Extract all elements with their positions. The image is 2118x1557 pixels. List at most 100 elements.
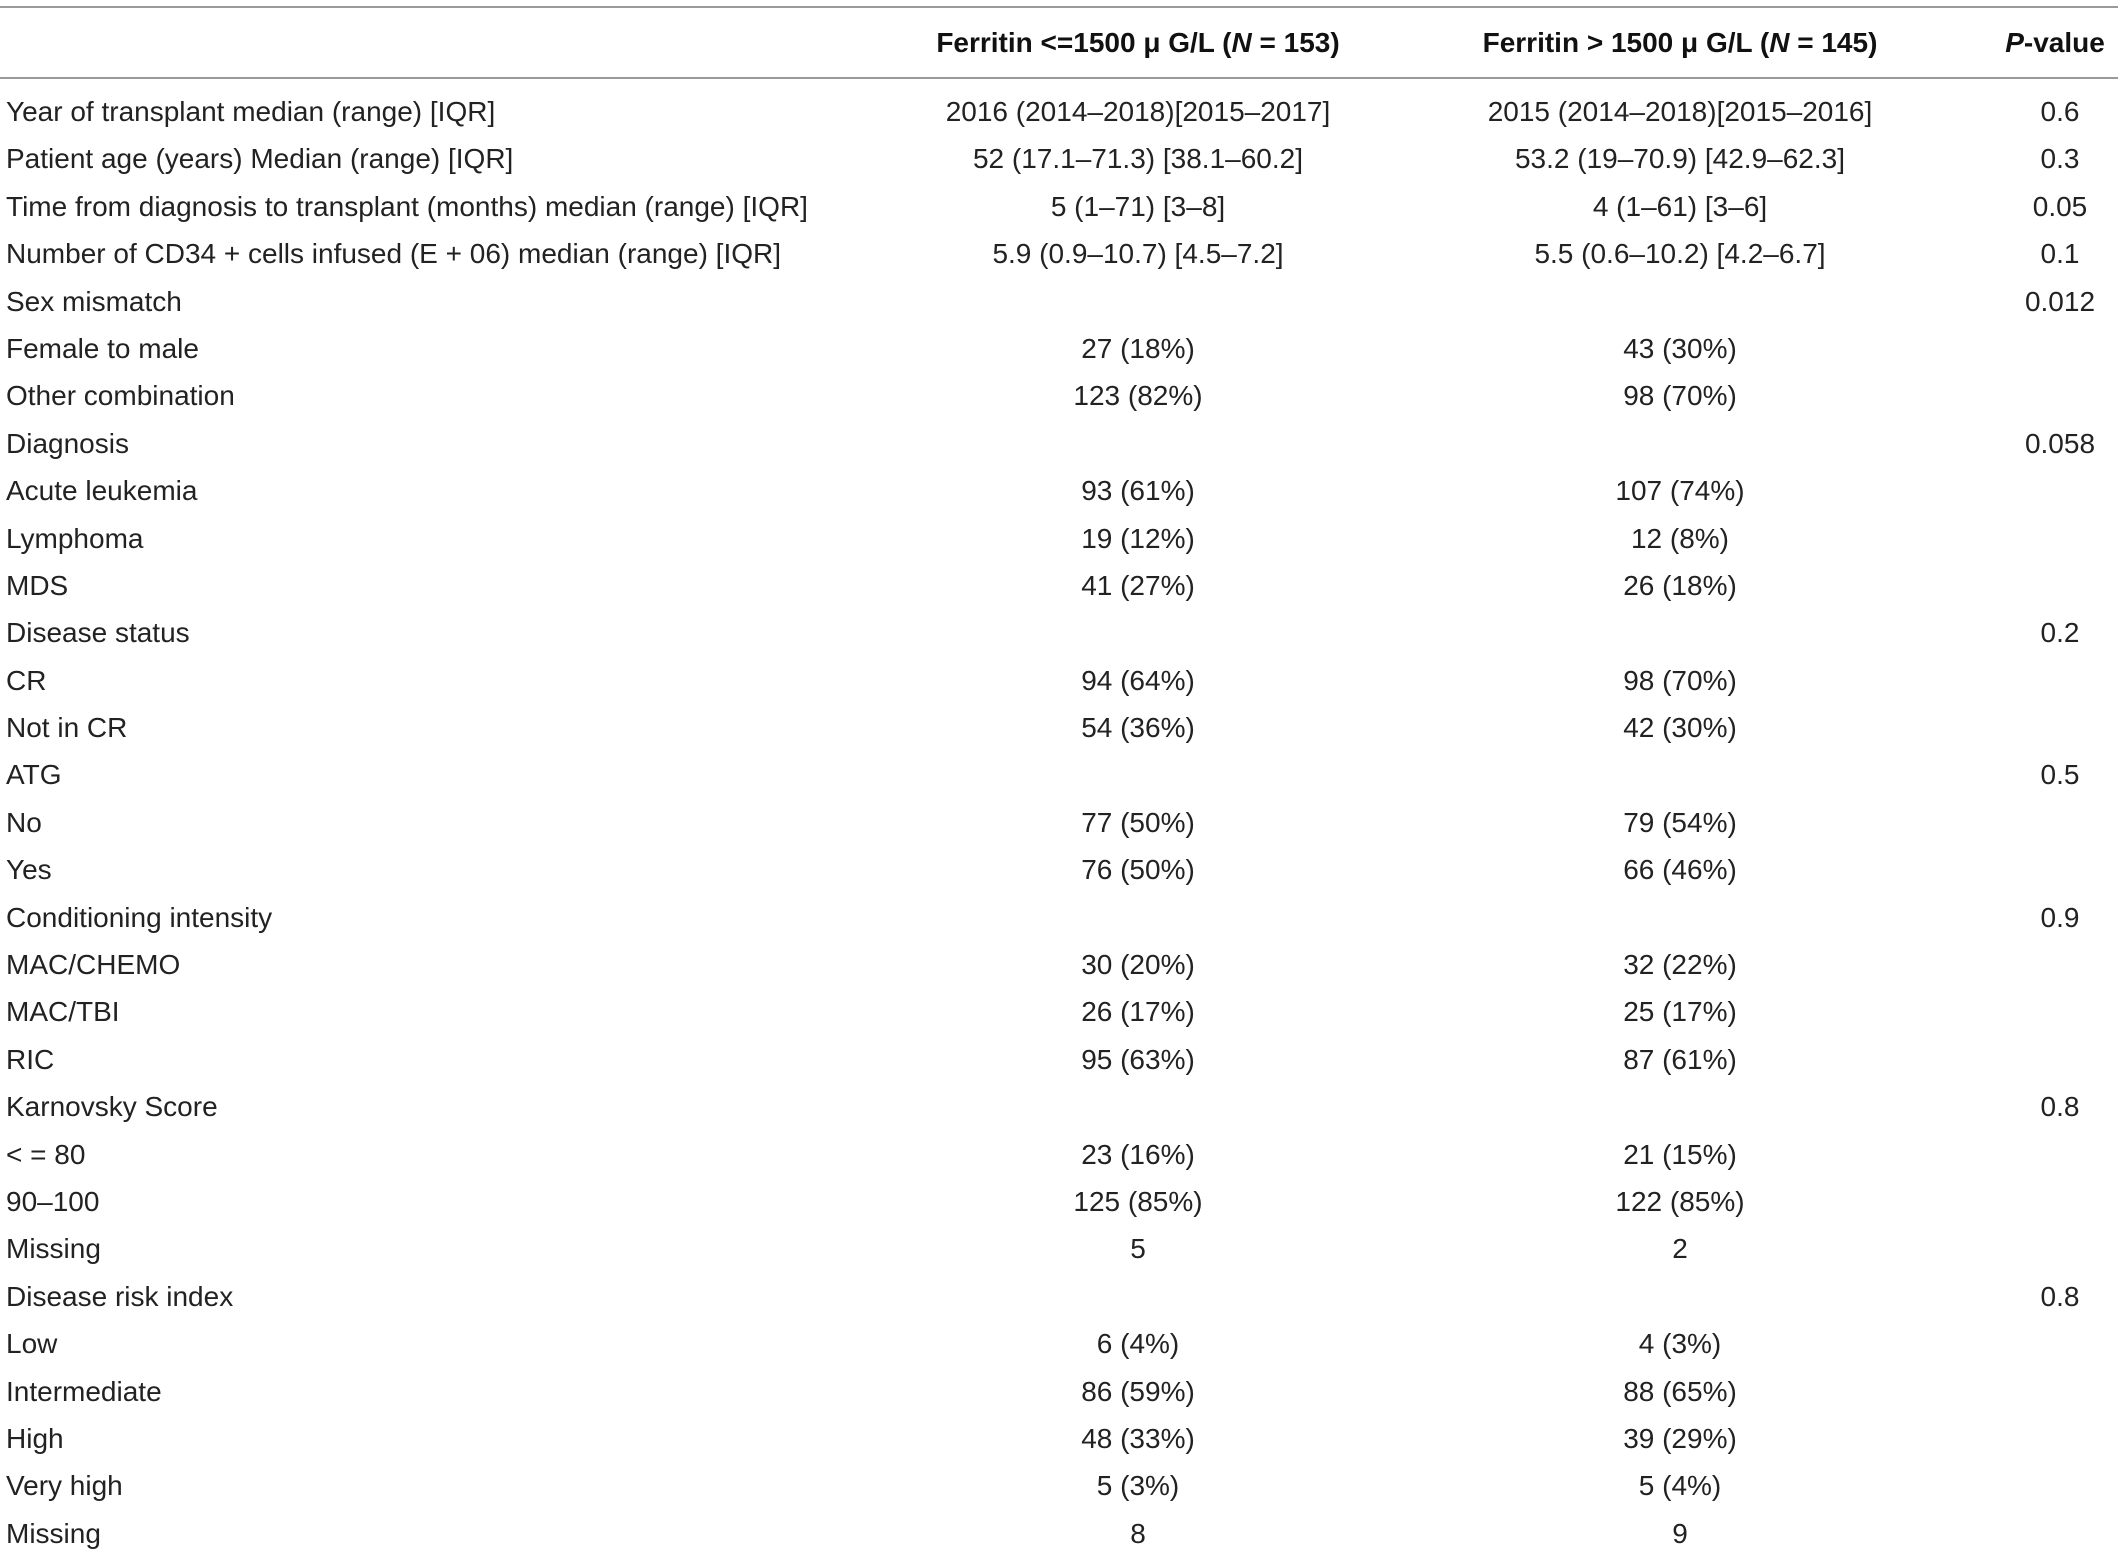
row-ferritin-high-value: 88 (65%) xyxy=(1623,1375,1737,1407)
row-ferritin-high-value: 42 (30%) xyxy=(1623,712,1737,744)
row-ferritin-low-value: 5 xyxy=(1130,1233,1146,1265)
table-header-row: Ferritin <=1500 μ G/L (N = 153) Ferritin… xyxy=(0,8,2118,77)
table-row: 90–100 125 (85%) 122 (85%) xyxy=(0,1178,2118,1225)
table-row: MAC/CHEMO 30 (20%) 32 (22%) xyxy=(0,941,2118,988)
row-ferritin-low-value: 5.9 (0.9–10.7) [4.5–7.2] xyxy=(992,238,1284,270)
row-ferritin-high-value: 122 (85%) xyxy=(1615,1185,1745,1217)
row-ferritin-high-value: 66 (46%) xyxy=(1623,854,1737,886)
row-p-value: 0.3 xyxy=(2040,143,2080,175)
row-p-value: 0.8 xyxy=(2040,1091,2080,1123)
row-label: Time from diagnosis to transplant (month… xyxy=(6,190,808,222)
row-ferritin-low-value: 76 (50%) xyxy=(1081,854,1195,886)
row-label: Other combination xyxy=(6,380,235,412)
row-ferritin-high-value: 26 (18%) xyxy=(1623,569,1737,601)
row-ferritin-low-value: 52 (17.1–71.3) [38.1–60.2] xyxy=(972,143,1304,175)
row-ferritin-low-value: 19 (12%) xyxy=(1081,522,1195,554)
table-row: Patient age (years) Median (range) [IQR]… xyxy=(0,135,2118,182)
table-row: RIC 95 (63%) 87 (61%) xyxy=(0,1036,2118,1083)
row-ferritin-high-value: 5.5 (0.6–10.2) [4.2–6.7] xyxy=(1534,238,1826,270)
row-p-value: 0.6 xyxy=(2040,96,2080,127)
row-label: < = 80 xyxy=(6,1138,86,1170)
row-label: Lymphoma xyxy=(6,522,144,554)
row-ferritin-low-value: 27 (18%) xyxy=(1081,332,1195,364)
table-row: Acute leukemia 93 (61%) 107 (74%) xyxy=(0,467,2118,514)
header-ferritin-low-suffix: = 153) xyxy=(1251,27,1340,58)
table-row: Disease risk index 0.8 xyxy=(0,1273,2118,1320)
row-ferritin-high-value: 4 (3%) xyxy=(1638,1328,1722,1360)
row-label: 90–100 xyxy=(6,1185,100,1217)
table-row: Missing 5 2 xyxy=(0,1225,2118,1272)
row-ferritin-high-value: 2 xyxy=(1672,1233,1688,1265)
row-ferritin-low-value: 93 (61%) xyxy=(1081,475,1195,507)
table-row: Yes 76 (50%) 66 (46%) xyxy=(0,846,2118,893)
row-ferritin-high-value: 9 xyxy=(1672,1517,1688,1549)
row-p-value: 0.5 xyxy=(2040,759,2080,791)
table-row: Very high 5 (3%) 5 (4%) xyxy=(0,1462,2118,1509)
header-ferritin-high: Ferritin > 1500 μ G/L (N = 145) xyxy=(1410,8,1950,77)
row-label: Conditioning intensity xyxy=(6,901,273,933)
row-ferritin-low-value: 95 (63%) xyxy=(1081,1043,1195,1075)
row-label: Missing xyxy=(6,1517,101,1549)
row-ferritin-low-value: 48 (33%) xyxy=(1081,1422,1195,1454)
row-ferritin-low-value: 30 (20%) xyxy=(1081,949,1195,981)
row-ferritin-low-value: 2016 (2014–2018)[2015–2017] xyxy=(945,96,1331,127)
table-top-rule xyxy=(0,6,2118,8)
row-ferritin-high-value: 25 (17%) xyxy=(1623,996,1737,1028)
row-label: Not in CR xyxy=(6,712,128,744)
header-ferritin-low-n: N xyxy=(1231,27,1252,58)
row-label: MAC/TBI xyxy=(6,996,120,1028)
header-ferritin-high-prefix: Ferritin > 1500 μ G/L ( xyxy=(1482,27,1770,58)
table-row: Low 6 (4%) 4 (3%) xyxy=(0,1320,2118,1367)
row-ferritin-low-value: 54 (36%) xyxy=(1081,712,1195,744)
row-label: MDS xyxy=(6,569,69,601)
row-label: Intermediate xyxy=(6,1375,162,1407)
row-label: Acute leukemia xyxy=(6,475,198,507)
row-ferritin-low-value: 5 (3%) xyxy=(1096,1470,1180,1502)
row-ferritin-high-value: 2015 (2014–2018)[2015–2016] xyxy=(1487,96,1873,127)
row-label: Disease status xyxy=(6,617,190,649)
table-row: Diagnosis 0.058 xyxy=(0,420,2118,467)
header-ferritin-high-n: N xyxy=(1769,27,1790,58)
header-ferritin-low-prefix: Ferritin <=1500 μ G/L ( xyxy=(936,27,1232,58)
row-label: Missing xyxy=(6,1233,101,1265)
row-ferritin-high-value: 98 (70%) xyxy=(1623,664,1737,696)
row-ferritin-low-value: 94 (64%) xyxy=(1081,664,1195,696)
row-label: Sex mismatch xyxy=(6,285,182,317)
row-ferritin-low-value: 8 xyxy=(1130,1517,1146,1549)
row-label: Patient age (years) Median (range) [IQR] xyxy=(6,143,514,175)
table-row: High 48 (33%) 39 (29%) xyxy=(0,1415,2118,1462)
row-ferritin-high-value: 39 (29%) xyxy=(1623,1422,1737,1454)
table-row: Female to male 27 (18%) 43 (30%) xyxy=(0,325,2118,372)
row-ferritin-low-value: 77 (50%) xyxy=(1081,806,1195,838)
row-ferritin-high-value: 107 (74%) xyxy=(1615,475,1745,507)
row-ferritin-high-value: 21 (15%) xyxy=(1623,1138,1737,1170)
table-row: Disease status 0.2 xyxy=(0,609,2118,656)
row-p-value: 0.1 xyxy=(2040,238,2080,270)
header-p-letter: P xyxy=(2005,27,2024,58)
table-row: Missing 8 9 xyxy=(0,1510,2118,1557)
row-ferritin-low-value: 86 (59%) xyxy=(1081,1375,1195,1407)
table-row: Lymphoma 19 (12%) 12 (8%) xyxy=(0,515,2118,562)
header-p-suffix: -value xyxy=(2023,27,2105,58)
table-row: No 77 (50%) 79 (54%) xyxy=(0,799,2118,846)
table-row: Karnovsky Score 0.8 xyxy=(0,1083,2118,1130)
row-label: High xyxy=(6,1422,64,1454)
header-ferritin-high-suffix: = 145) xyxy=(1789,27,1878,58)
row-label: Disease risk index xyxy=(6,1280,234,1312)
row-ferritin-high-value: 5 (4%) xyxy=(1638,1470,1722,1502)
row-label: No xyxy=(6,806,42,838)
row-ferritin-low-value: 41 (27%) xyxy=(1081,569,1195,601)
row-p-value: 0.2 xyxy=(2040,617,2080,649)
row-ferritin-low-value: 26 (17%) xyxy=(1081,996,1195,1028)
row-label: Diagnosis xyxy=(6,427,129,459)
row-label: Yes xyxy=(6,854,52,886)
row-ferritin-low-value: 125 (85%) xyxy=(1073,1185,1203,1217)
row-label: RIC xyxy=(6,1043,55,1075)
table-row: Other combination 123 (82%) 98 (70%) xyxy=(0,372,2118,419)
row-p-value: 0.8 xyxy=(2040,1280,2080,1312)
table-row: Intermediate 86 (59%) 88 (65%) xyxy=(0,1368,2118,1415)
row-label: Very high xyxy=(6,1470,123,1502)
table-row: CR 94 (64%) 98 (70%) xyxy=(0,657,2118,704)
header-p-value: P-value xyxy=(1990,8,2118,77)
row-p-value: 0.9 xyxy=(2040,901,2080,933)
